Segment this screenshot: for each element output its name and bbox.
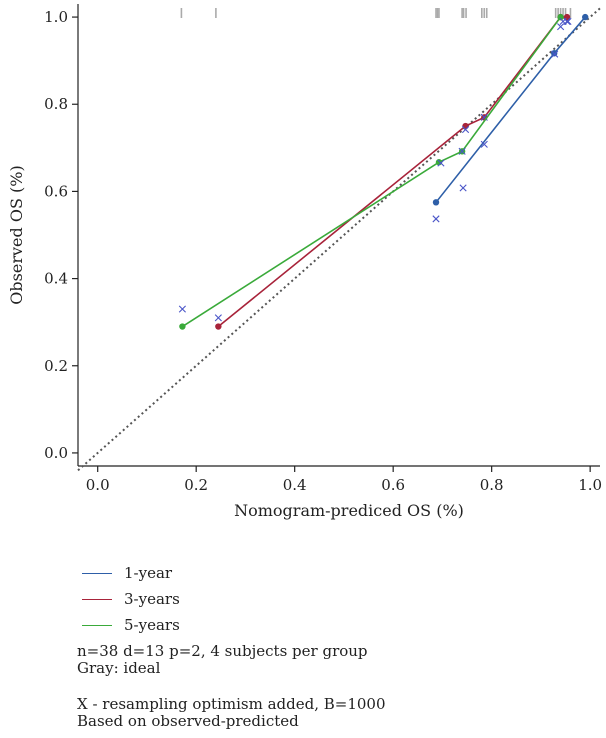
series-point [179, 323, 186, 330]
legend-item: 1-year [82, 563, 172, 583]
x-tick-label: 0.8 [480, 476, 504, 494]
note-basis: Based on observed-predicted [77, 712, 299, 730]
y-axis-label: Observed OS (%) [7, 165, 26, 304]
legend-swatch [82, 598, 112, 600]
series-line [435, 16, 586, 203]
x-tick-label: 0.4 [283, 476, 307, 494]
corrected-marker [432, 215, 440, 223]
y-tick-label: 1.0 [44, 8, 68, 26]
y-tick-label: 0.6 [44, 182, 68, 200]
y-tick-label: 0.4 [44, 270, 68, 288]
legend-label: 3-years [124, 590, 180, 608]
plot-area: 0.0 0.2 0.4 0.6 0.8 1.0 0.0 0.2 0.4 0.6 0.8 1.0 Nomo… [7, 4, 602, 520]
series-point [557, 13, 564, 21]
corrected-marker [559, 17, 567, 26]
legend-swatch [82, 624, 112, 626]
y-tick-label: 0.0 [44, 444, 68, 462]
y-tick-label: 0.2 [44, 357, 68, 375]
ideal-line [77, 7, 601, 472]
legend-swatch [82, 572, 112, 574]
corrected-marker [437, 159, 445, 167]
series-line [181, 16, 562, 328]
legend-label: 5-years [124, 616, 180, 634]
series-line [217, 16, 568, 328]
x-tick-label: 0.2 [184, 476, 208, 494]
x-axis-label: Nomogram-prediced OS (%) [234, 501, 464, 520]
corrected-marker [214, 314, 222, 322]
series-point [582, 13, 589, 21]
corrected-marker [458, 147, 466, 155]
corrected-marker [557, 23, 565, 31]
y-tick-label: 0.8 [44, 95, 68, 113]
corrected-marker [480, 140, 488, 148]
note-resampling: X - resampling optimism added, B=1000 [77, 695, 386, 713]
legend-label: 1-year [124, 564, 173, 582]
series-point [432, 199, 440, 206]
series-point [462, 122, 469, 130]
series-point [215, 323, 222, 330]
legend-item: 3-years [82, 589, 180, 609]
corrected-marker [551, 50, 559, 58]
x-tick-label: 0.0 [86, 476, 110, 494]
x-tick-label: 0.6 [381, 476, 405, 494]
corrected-marker [461, 125, 470, 134]
corrected-marker [459, 184, 467, 192]
x-tick-label: 1.0 [578, 476, 602, 494]
note-summary: n=38 d=13 p=2, 4 subjects per group [77, 642, 368, 660]
legend-item: 5-years [82, 615, 180, 635]
note-ideal: Gray: ideal [77, 659, 161, 677]
corrected-marker [178, 305, 186, 313]
